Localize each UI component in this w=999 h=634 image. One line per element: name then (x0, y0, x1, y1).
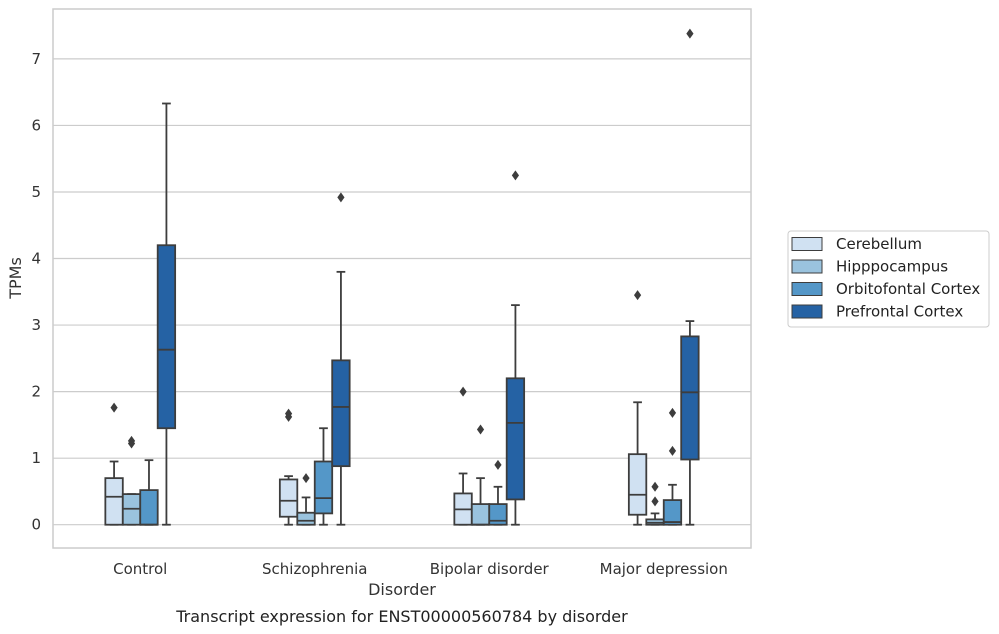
box-iqr (156, 244, 177, 430)
y-tick-label: 5 (31, 183, 41, 201)
outlier-point (459, 386, 467, 397)
legend-swatch (791, 237, 823, 251)
y-tick-label: 1 (31, 449, 41, 467)
legend-swatch (791, 282, 823, 296)
box-cerebellum-major-depression (627, 290, 648, 526)
box-iqr (313, 460, 334, 515)
outlier-point (284, 408, 293, 419)
outlier-point (633, 290, 642, 301)
x-tick-label: Major depression (600, 560, 728, 578)
outlier-point (110, 402, 118, 413)
outlier-point (686, 28, 694, 39)
box-orbitofontal-cortex-control (139, 459, 159, 526)
box-iqr (278, 478, 299, 518)
x-tick-label: Control (113, 560, 167, 578)
box-iqr (627, 453, 648, 516)
y-tick-label: 0 (31, 516, 41, 534)
y-axis-title: TPMs (6, 257, 25, 300)
outlier-point (494, 459, 502, 470)
box-prefrontal-cortex-control (156, 102, 177, 526)
box-orbitofontal-cortex-bipolar-disorder (488, 459, 508, 526)
legend-swatch (791, 304, 823, 319)
box-cerebellum-schizophrenia (278, 408, 299, 526)
legend: Cerebellum Hipppocampus Orbitofontal Corte… (787, 230, 990, 328)
box-iqr (488, 503, 508, 526)
box-plots (104, 28, 700, 526)
outlier-point (476, 424, 485, 435)
box-hipppocampus-major-depression (645, 481, 665, 526)
box-prefrontal-cortex-major-depression (680, 28, 700, 526)
box-hipppocampus-schizophrenia (296, 473, 316, 526)
legend-frame (787, 230, 990, 328)
legend-swatch (791, 259, 823, 274)
outlier-point (511, 170, 520, 181)
box-hipppocampus-bipolar-disorder (470, 424, 491, 526)
box-prefrontal-cortex-bipolar-disorder (505, 170, 526, 526)
y-tick-label: 4 (31, 250, 41, 268)
outlier-point (337, 192, 345, 203)
y-tick-label: 3 (31, 316, 41, 334)
legend-label: Prefrontal Cortex (836, 303, 963, 321)
chart-caption: Transcript expression for ENST0000056078… (175, 607, 628, 626)
y-tick-label: 7 (31, 50, 41, 68)
box-cerebellum-bipolar-disorder (453, 386, 473, 526)
outlier-point (668, 445, 677, 456)
box-iqr (104, 477, 124, 526)
y-tick-label: 2 (31, 383, 41, 401)
x-axis-ticks: Control Schizophrenia Bipolar disorder Majo… (113, 560, 728, 578)
box-hipppocampus-control (121, 435, 142, 526)
y-tick-label: 6 (31, 116, 41, 134)
x-tick-label: Bipolar disorder (430, 560, 550, 578)
box-iqr (505, 377, 526, 501)
box-iqr (139, 489, 159, 526)
box-iqr (662, 499, 683, 526)
box-iqr (470, 503, 491, 526)
legend-label: Hipppocampus (836, 258, 948, 276)
box-iqr (331, 359, 351, 468)
legend-label: Cerebellum (836, 235, 922, 253)
box-prefrontal-cortex-schizophrenia (331, 192, 351, 526)
box-orbitofontal-cortex-major-depression (662, 407, 683, 526)
box-iqr (296, 511, 316, 526)
plot-frame (52, 8, 752, 549)
box-cerebellum-control (104, 402, 124, 526)
box-iqr (680, 335, 700, 461)
box-orbitofontal-cortex-schizophrenia (313, 427, 334, 526)
outlier-point (302, 473, 310, 484)
y-axis-ticks: 0 1 2 3 4 5 6 7 (31, 50, 41, 534)
legend-label: Orbitofontal Cortex (836, 280, 980, 298)
x-axis-title: Disorder (368, 580, 436, 599)
outlier-point (651, 496, 659, 507)
outlier-point (127, 435, 136, 446)
outlier-point (651, 481, 659, 492)
x-tick-label: Schizophrenia (262, 560, 367, 578)
outlier-point (668, 407, 677, 418)
